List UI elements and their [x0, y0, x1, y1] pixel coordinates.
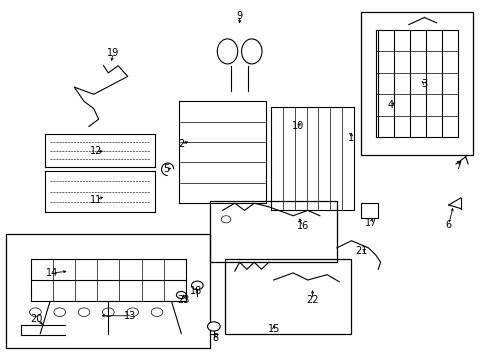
Bar: [6, 234, 210, 348]
Text: 6: 6: [445, 220, 451, 230]
Text: 22: 22: [305, 295, 318, 305]
Text: 4: 4: [386, 100, 393, 110]
Text: 3: 3: [421, 78, 427, 89]
Text: 2: 2: [178, 139, 184, 149]
Circle shape: [176, 292, 186, 298]
Text: 21: 21: [354, 247, 366, 256]
Text: 18: 18: [189, 286, 202, 296]
Circle shape: [102, 308, 114, 316]
Circle shape: [221, 216, 230, 223]
Circle shape: [191, 281, 203, 290]
Text: 1: 1: [347, 133, 354, 143]
Bar: [361, 203, 377, 217]
Circle shape: [126, 308, 138, 316]
Text: 19: 19: [107, 48, 119, 58]
Text: 11: 11: [90, 195, 102, 204]
Circle shape: [151, 308, 163, 316]
Circle shape: [78, 308, 90, 316]
Text: 7: 7: [454, 161, 461, 171]
Text: 13: 13: [124, 311, 136, 321]
Bar: [224, 258, 351, 334]
Text: 9: 9: [236, 11, 242, 21]
Circle shape: [30, 308, 41, 316]
Circle shape: [54, 308, 65, 316]
Text: 20: 20: [30, 314, 42, 324]
Text: 15: 15: [267, 324, 279, 334]
Bar: [210, 202, 336, 262]
Bar: [361, 12, 472, 155]
Text: 17: 17: [364, 218, 376, 228]
Ellipse shape: [217, 39, 237, 64]
Text: 12: 12: [90, 147, 102, 157]
Circle shape: [207, 322, 220, 331]
Text: 16: 16: [296, 221, 308, 231]
Text: 23: 23: [177, 295, 189, 305]
Text: 14: 14: [46, 268, 59, 278]
Text: 10: 10: [291, 121, 304, 131]
Text: 5: 5: [163, 164, 169, 174]
Text: 8: 8: [212, 333, 218, 343]
Ellipse shape: [241, 39, 262, 64]
